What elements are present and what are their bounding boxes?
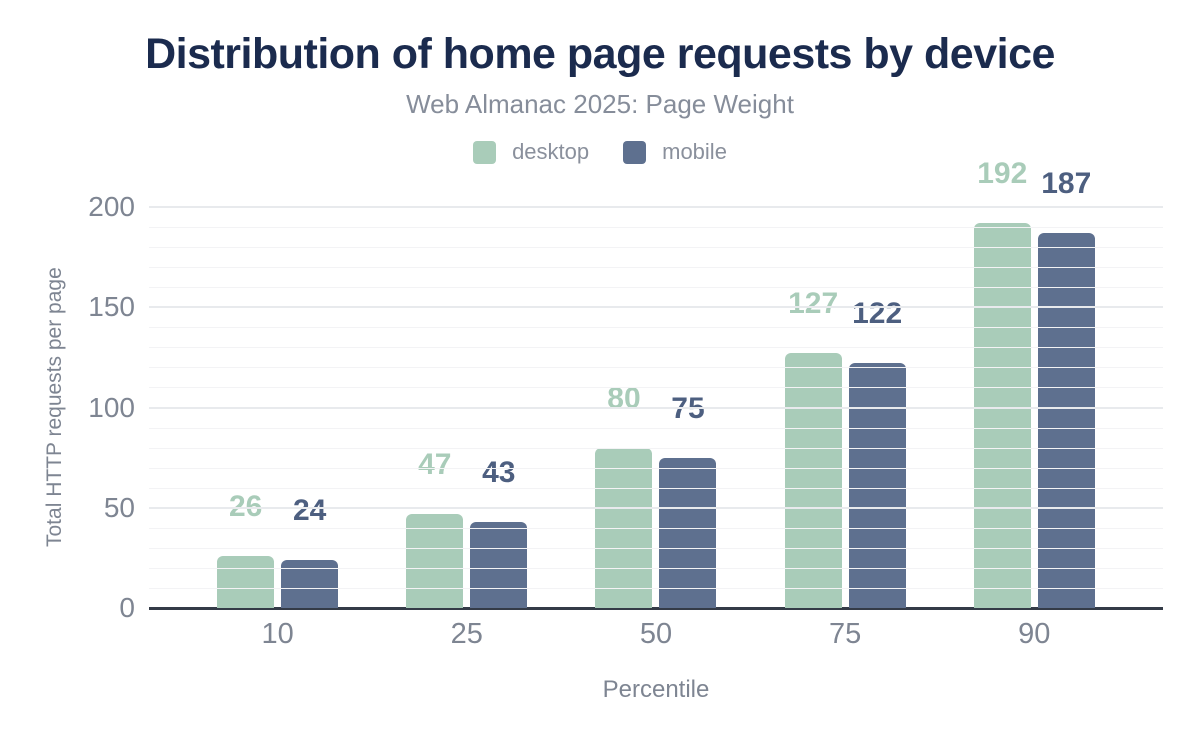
minor-gridline [149, 447, 1163, 449]
y-tick-label: 50 [103, 491, 135, 523]
minor-gridline [149, 347, 1163, 349]
legend-label: desktop [512, 139, 590, 164]
mobile-bar: 75 [659, 394, 717, 608]
x-axis-title: Percentile [602, 676, 710, 703]
chart-title: Distribution of home page requests by de… [145, 30, 1055, 78]
major-gridline [149, 506, 1163, 509]
minor-gridline [149, 527, 1163, 529]
bar-groups: 26 24 47 43 80 75 127 122 192 187 [149, 159, 1163, 608]
plot-area: Total HTTP requests per page 26 24 47 43 80 7… [43, 159, 1163, 623]
minor-gridline [149, 587, 1163, 589]
mobile-value-label: 75 [671, 392, 705, 425]
desktop-swatch-icon [473, 140, 497, 164]
y-tick-label: 100 [88, 391, 135, 423]
y-tick-label: 0 [119, 592, 135, 623]
bar-group-p50: 80 75 [595, 384, 717, 608]
desktop-bar: 127 [784, 289, 842, 608]
mobile-bar: 187 [1037, 169, 1095, 608]
legend-item-desktop: desktop [473, 139, 589, 165]
x-tick-label: 10 [261, 618, 294, 650]
desktop-value-label: 26 [228, 490, 263, 523]
minor-gridline [149, 547, 1163, 549]
legend-label: mobile [662, 139, 727, 164]
mobile-value-label: 43 [482, 456, 516, 489]
mobile-value-label: 122 [852, 297, 903, 330]
x-tick-label: 75 [828, 618, 862, 650]
minor-gridline [149, 227, 1163, 229]
minor-gridline [149, 427, 1163, 429]
mobile-bar: 43 [470, 458, 528, 608]
x-tick-label: 25 [450, 618, 483, 650]
bar-group-p90: 192 187 [973, 159, 1095, 608]
desktop-bar: 26 [217, 492, 275, 608]
desktop-value-label: 127 [788, 287, 839, 320]
bar-group-p25: 47 43 [406, 450, 528, 608]
minor-gridline [149, 267, 1163, 269]
x-tick-label: 90 [1018, 618, 1051, 650]
major-gridline [149, 406, 1163, 409]
minor-gridline [149, 367, 1163, 369]
mobile-value-label: 24 [292, 494, 327, 527]
major-gridline [149, 306, 1163, 309]
x-tick-label: 50 [639, 618, 673, 650]
y-tick-label: 150 [88, 291, 135, 323]
mobile-value-label: 187 [1041, 167, 1092, 200]
minor-gridline [149, 567, 1163, 569]
desktop-value-label: 192 [977, 157, 1028, 190]
mobile-bar: 122 [848, 299, 906, 608]
minor-gridline [149, 327, 1163, 329]
x-axis-ticks: 10 25 50 75 90 [149, 618, 1163, 651]
major-gridline [149, 206, 1163, 208]
x-axis-line [149, 607, 1163, 610]
desktop-value-label: 80 [607, 382, 641, 415]
desktop-bar: 192 [973, 159, 1031, 608]
minor-gridline [149, 487, 1163, 489]
y-tick-label: 200 [88, 191, 135, 222]
bar-group-p75: 127 122 [784, 289, 906, 608]
minor-gridline [149, 467, 1163, 469]
legend-item-mobile: mobile [623, 139, 727, 165]
minor-gridline [149, 387, 1163, 389]
minor-gridline [149, 247, 1163, 249]
minor-gridline [149, 287, 1163, 289]
desktop-value-label: 47 [418, 448, 452, 481]
bar-group-p10: 26 24 [217, 492, 339, 608]
mobile-swatch-icon [623, 140, 647, 164]
chart-subtitle: Web Almanac 2025: Page Weight [406, 89, 794, 119]
desktop-bar: 47 [406, 450, 464, 608]
chart-legend: desktop mobile [0, 139, 1200, 165]
